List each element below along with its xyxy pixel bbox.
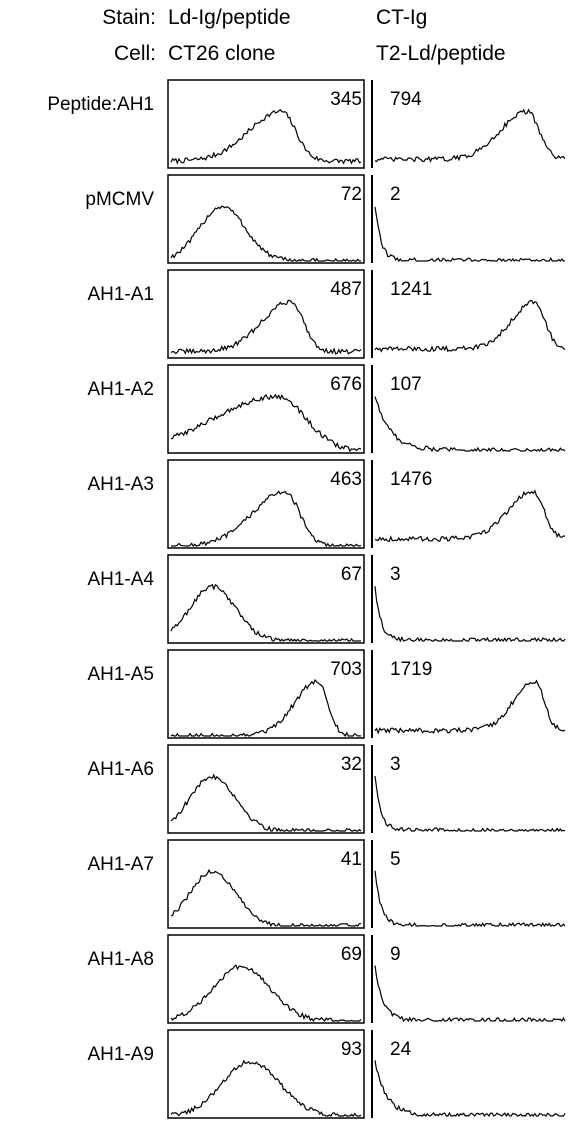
mean-fluorescence-value: 24 (390, 1039, 412, 1060)
mean-fluorescence-value: 676 (330, 374, 362, 395)
mean-fluorescence-value: 794 (390, 89, 422, 110)
column-2-cell-heading: T2-Ld/peptide (376, 42, 506, 65)
row-label-ah1-a3: AH1-A3 (87, 474, 154, 495)
histogram-panel-frame (167, 364, 365, 454)
mean-fluorescence-value: 72 (341, 184, 362, 205)
histogram-trace (374, 108, 566, 163)
mean-fluorescence-value: 69 (341, 944, 362, 965)
mean-fluorescence-value: 487 (330, 279, 362, 300)
histogram-trace (171, 490, 362, 548)
histogram-trace (170, 393, 362, 453)
histogram-trace (374, 870, 566, 928)
row-label-ah1-a5: AH1-A5 (87, 664, 154, 685)
mean-fluorescence-value: 3 (390, 754, 401, 775)
mean-fluorescence-value: 41 (341, 849, 362, 870)
mean-fluorescence-value: 67 (341, 564, 362, 585)
histogram-panel-frame (167, 174, 365, 264)
histogram-trace (374, 1060, 566, 1118)
mean-fluorescence-value: 2 (390, 184, 401, 205)
histogram-trace (170, 205, 361, 263)
histogram-trace (374, 679, 566, 735)
stain-label: Stain: (102, 6, 156, 29)
mean-fluorescence-value: 463 (330, 469, 362, 490)
row-label-ah1-a2: AH1-A2 (87, 379, 154, 400)
histogram-panel-frame (167, 554, 365, 644)
histogram-panel-frame (372, 935, 568, 1023)
histogram-trace (374, 299, 566, 353)
row-label-pmcmv: pMCMV (85, 189, 154, 210)
histogram-trace (374, 206, 566, 263)
row-label-ah1-a4: AH1-A4 (87, 569, 154, 590)
row-label-ah1-a8: AH1-A8 (87, 949, 154, 970)
histogram-panel-frame (167, 934, 365, 1024)
mean-fluorescence-value: 1476 (390, 469, 432, 490)
histogram-panel-frame (167, 269, 365, 359)
cell-label: Cell: (113, 42, 156, 65)
histogram-trace (374, 965, 566, 1023)
histogram-trace (170, 109, 362, 165)
mean-fluorescence-value: 3 (390, 564, 401, 585)
histogram-panel-frame (372, 745, 568, 833)
row-label-ah1-a1: AH1-A1 (87, 284, 154, 305)
histogram-panel-frame (167, 744, 365, 834)
histogram-panel-frame (372, 175, 568, 263)
histogram-panel-frame (372, 555, 568, 643)
histogram-trace (374, 586, 566, 643)
mean-fluorescence-value: 107 (390, 374, 422, 395)
histogram-trace (170, 773, 362, 833)
histogram-trace (170, 299, 362, 355)
histogram-trace (170, 868, 362, 928)
row-label-ah1-a9: AH1-A9 (87, 1044, 154, 1065)
column-2-stain-heading: CT-Ig (376, 6, 428, 29)
histogram-panel-frame (167, 839, 365, 929)
histogram-trace (170, 678, 362, 738)
histogram-trace (170, 964, 362, 1023)
histogram-trace (170, 583, 361, 643)
histogram-panel-frame (167, 459, 365, 549)
mean-fluorescence-value: 345 (330, 89, 362, 110)
row-label-ah1-a7: AH1-A7 (87, 854, 154, 875)
histogram-panel-frame (167, 79, 365, 169)
histogram-trace (374, 489, 566, 542)
histogram-panel-frame (167, 649, 365, 739)
mean-fluorescence-value: 93 (341, 1039, 362, 1060)
column-1-cell-heading: CT26 clone (168, 42, 276, 65)
mean-fluorescence-value: 1241 (390, 279, 432, 300)
mean-fluorescence-value: 703 (330, 659, 362, 680)
mean-fluorescence-value: 9 (390, 944, 401, 965)
histogram-panel-frame (167, 1029, 365, 1119)
histogram-trace (374, 396, 566, 453)
mean-fluorescence-value: 1719 (390, 659, 432, 680)
row-label-ah1: Peptide:AH1 (47, 94, 154, 115)
histogram-trace (170, 1059, 362, 1117)
row-label-ah1-a6: AH1-A6 (87, 759, 154, 780)
column-1-stain-heading: Ld-Ig/peptide (168, 6, 291, 29)
histogram-panel-frame (372, 840, 568, 928)
mean-fluorescence-value: 32 (341, 754, 362, 775)
mean-fluorescence-value: 5 (390, 849, 401, 870)
histogram-trace (374, 775, 566, 833)
